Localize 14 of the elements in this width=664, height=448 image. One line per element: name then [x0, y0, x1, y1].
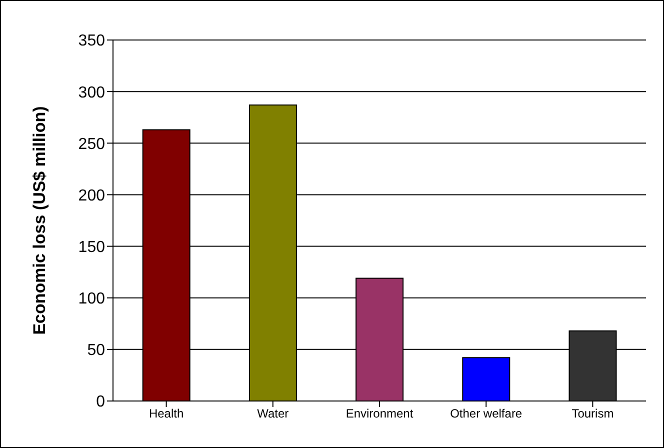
y-tick-label: 150: [78, 238, 106, 256]
x-tick-label: Tourism: [572, 406, 614, 421]
x-tick-label: Health: [148, 406, 184, 421]
x-tick-label: Water: [257, 406, 289, 421]
y-tick-label: 250: [78, 136, 106, 153]
x-tick-label: Other welfare: [450, 406, 522, 421]
y-tick-label: 100: [78, 290, 106, 308]
y-tick-label: 50: [87, 342, 106, 360]
y-tick-label: 300: [78, 84, 106, 102]
y-tick-label: 350: [78, 32, 106, 50]
x-tick-label: Environment: [346, 406, 414, 421]
y-tick-label: 0: [96, 394, 106, 411]
y-axis-title: Economic loss (US$ million): [30, 106, 50, 335]
y-tick-label: 200: [78, 187, 106, 204]
